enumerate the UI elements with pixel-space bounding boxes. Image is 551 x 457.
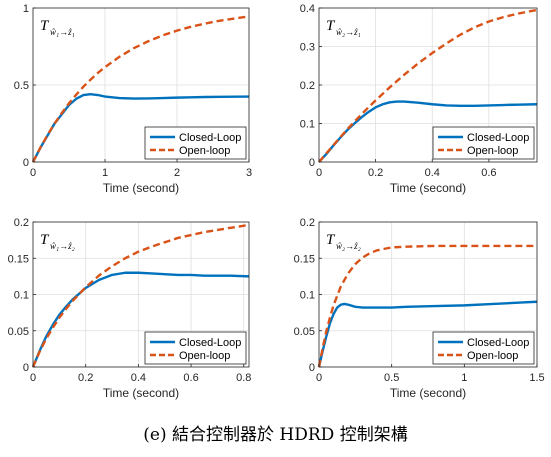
x-tick-label: 0 (316, 167, 322, 179)
y-tick-label: 0 (23, 362, 29, 374)
x-tick-label: 0.8 (236, 372, 251, 384)
y-tick-label: 0.5 (14, 80, 29, 92)
panel-title-subscript: ŵ₁→ẑ₁ (50, 27, 75, 37)
legend-label: Closed-Loop (467, 337, 529, 349)
x-tick-label: 3 (246, 167, 252, 179)
panel-title-subscript: ŵ₁→ẑ₂ (50, 241, 75, 251)
y-tick-label: 0 (309, 362, 315, 374)
x-tick-label: 1 (461, 372, 467, 384)
legend-label: Closed-Loop (179, 132, 241, 144)
series-open-loop (31, 223, 250, 368)
chart-panel-2: 0 0.2 0.4 0.6 0 0.1 0.2 0.3 0.4 Time (second) T ŵ₂→… (300, 3, 538, 195)
series-closed-loop (31, 271, 250, 368)
y-tick-label: 0.15 (8, 253, 29, 265)
legend-box (432, 331, 535, 365)
figure-caption: (e) 結合控制器於 HDRD 控制架構 (143, 425, 408, 445)
panel-title: T (40, 18, 50, 34)
panel-title: T (40, 232, 50, 248)
legend-label: Open-loop (467, 145, 518, 157)
y-tick-label: 0.2 (300, 80, 315, 92)
x-tick-label: 0 (30, 372, 36, 384)
series-open-loop (31, 15, 250, 163)
legend-box (432, 126, 535, 160)
y-tick-label: 0.2 (14, 217, 29, 229)
chart-panel-4: 0 0.5 1 1.5 0 0.05 0.1 0.15 0.2 Time (second) T ŵ₂→… (294, 217, 545, 400)
y-tick-label: 0.4 (300, 3, 315, 15)
x-tick-label: 0.6 (481, 167, 496, 179)
chart-panel-1: 0 1 2 3 0 0.5 1 Time (second) T ŵ₁→ẑ₁ Closed-LoopO… (14, 3, 252, 195)
legend-box (144, 331, 247, 365)
y-tick-label: 0.1 (300, 119, 315, 131)
panel-title-subscript: ŵ₂→ẑ₂ (336, 241, 361, 251)
x-tick-label: 0.2 (78, 372, 93, 384)
legend-label: Open-loop (179, 350, 230, 362)
x-tick-label: 1.5 (529, 372, 544, 384)
panel-title-subscript: ŵ₂→ẑ₁ (336, 27, 361, 37)
legend-label: Open-loop (467, 350, 518, 362)
series-open-loop (317, 244, 537, 368)
x-tick-label: 0.4 (131, 372, 146, 384)
panel-title: T (326, 18, 336, 34)
y-tick-label: 0.2 (300, 217, 315, 229)
legend-label: Open-loop (179, 145, 230, 157)
x-tick-label: 0.5 (384, 372, 399, 384)
y-tick-label: 0 (309, 157, 315, 169)
y-tick-label: 0.15 (294, 253, 315, 265)
x-tick-label: 0.4 (425, 167, 440, 179)
x-tick-label: 0 (30, 167, 36, 179)
legend-label: Closed-Loop (179, 337, 241, 349)
chart-panel-3: 0 0.2 0.4 0.6 0.8 0 0.05 0.1 0.15 0.2 Time (second… (8, 217, 252, 400)
x-tick-label: 1 (102, 167, 108, 179)
y-tick-label: 0.3 (300, 42, 315, 54)
y-tick-label: 0.05 (8, 326, 29, 338)
series-closed-loop (317, 300, 538, 368)
x-axis-label: Time (second) (103, 386, 179, 400)
series-open-loop (318, 8, 538, 163)
x-tick-label: 0.2 (368, 167, 383, 179)
panel-title: T (326, 232, 336, 248)
legend-label: Closed-Loop (467, 132, 529, 144)
x-axis-label: Time (second) (103, 181, 179, 195)
x-axis-label: Time (second) (390, 386, 466, 400)
y-tick-label: 1 (23, 3, 29, 15)
y-tick-label: 0 (23, 157, 29, 169)
y-tick-label: 0.05 (294, 326, 315, 338)
x-tick-label: 0 (316, 372, 322, 384)
y-tick-label: 0.1 (300, 290, 315, 302)
x-tick-label: 2 (174, 167, 180, 179)
y-tick-label: 0.1 (14, 290, 29, 302)
x-axis-label: Time (second) (390, 181, 466, 195)
x-tick-label: 0.6 (183, 372, 198, 384)
legend-box (144, 126, 247, 160)
